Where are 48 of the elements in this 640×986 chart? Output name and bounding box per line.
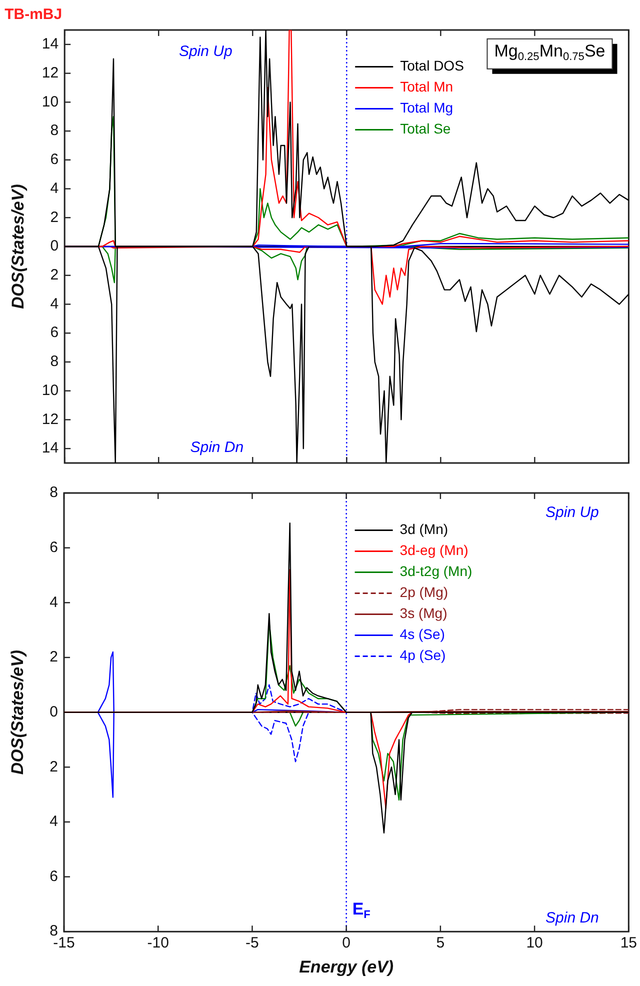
y-tick-label: 2	[50, 758, 58, 776]
y-tick-label: 4	[50, 813, 58, 830]
x-tick-label: 0	[342, 934, 350, 952]
legend-label: Total Se	[400, 120, 451, 137]
annotation: Spin Dn	[546, 910, 599, 927]
x-tick-label: -5	[246, 934, 259, 952]
annotation: Spin Up	[546, 504, 599, 521]
legend-label: Total DOS	[400, 58, 464, 74]
y-tick-label: 2	[50, 648, 58, 666]
y-tick-label: 0	[50, 703, 58, 720]
y-tick-label: 14	[42, 440, 59, 457]
chart-title: TB-mBJ	[4, 6, 62, 24]
y-tick-label: 2	[50, 208, 59, 226]
y-tick-label: 8	[50, 122, 59, 140]
y-tick-label: 8	[50, 484, 58, 502]
legend-label: 3d-eg (Mn)	[400, 542, 468, 558]
legend-label: 4p (Se)	[400, 647, 446, 664]
y-tick-label: 0	[50, 238, 59, 255]
y-tick-label: 12	[42, 64, 59, 82]
legend-label: 3s (Mg)	[400, 605, 448, 622]
y-tick-label: 2	[50, 266, 59, 284]
y-tick-label: 6	[50, 538, 58, 556]
y-tick-label: 8	[50, 353, 59, 370]
annotation: Spin Dn	[190, 439, 244, 456]
y-tick-label: 6	[50, 151, 59, 168]
x-tick-label: 15	[620, 934, 637, 952]
y-tick-label: 10	[42, 93, 59, 110]
y-axis-title: DOS(States/eV)	[8, 650, 27, 775]
legend-label: Total Mg	[400, 100, 454, 116]
legend-label: 4s (Se)	[400, 626, 445, 642]
legend-label: 2p (Mg)	[400, 584, 448, 600]
x-tick-label: 10	[526, 934, 543, 952]
annotation: Spin Up	[178, 42, 232, 60]
y-tick-label: 4	[50, 594, 58, 611]
y-tick-label: 4	[50, 295, 59, 312]
legend-label: 3d (Mn)	[400, 521, 448, 538]
y-tick-label: 12	[42, 410, 59, 428]
y-tick-label: 6	[50, 324, 59, 342]
y-tick-label: 6	[50, 868, 58, 885]
x-tick-label: -10	[147, 934, 169, 952]
legend-label: 3d-t2g (Mn)	[400, 563, 472, 580]
y-tick-label: 14	[42, 36, 59, 53]
y-tick-label: 4	[50, 180, 59, 197]
x-axis-title: Energy (eV)	[299, 957, 394, 976]
y-tick-label: 10	[42, 382, 59, 399]
x-tick-label: 5	[436, 934, 445, 952]
legend-label: Total Mn	[400, 78, 454, 95]
y-axis-title: DOS(States/eV)	[8, 184, 28, 309]
